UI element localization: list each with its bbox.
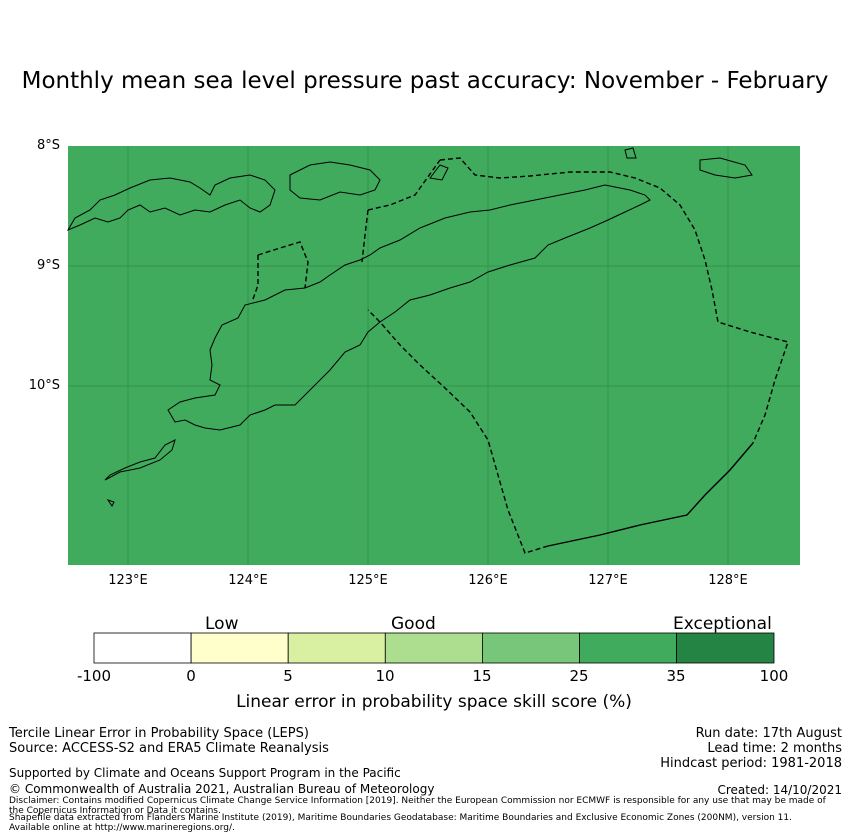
map-area [68,146,800,565]
lon-label-128e: 128°E [708,573,748,588]
disclaimer-line-2: the Copernicus Information or Data it co… [9,806,221,816]
category-low: Low [205,614,239,634]
source-text: Source: ACCESS-S2 and ERA5 Climate Reana… [9,741,329,756]
support-text: Supported by Climate and Oceans Support … [9,766,401,780]
small-island-a [624,147,637,159]
southwest-islands [104,439,176,481]
tick-label: 10 [375,667,395,685]
coastlines [66,147,753,507]
chart-title: Monthly mean sea level pressure past acc… [21,68,829,94]
tick-label: 25 [569,667,589,685]
lat-label-8s: 8°S [36,138,60,153]
category-good: Good [391,614,436,634]
shapefile-line-1: Shapefile data extracted from Flanders M… [9,813,792,823]
lon-label-127e: 127°E [588,573,628,588]
colorbar-segment-6 [676,632,775,664]
eez-boundary [251,157,789,554]
lat-label-9s: 9°S [36,258,60,273]
disclaimer-line-1: Disclaimer: Contains modified Copernicus… [9,796,826,806]
north-islands [66,174,276,232]
lat-label-10s: 10°S [28,378,60,393]
timor-island [167,184,651,431]
colorbar-segment-0 [93,632,192,664]
colorbar-segment-2 [287,632,386,664]
lon-label-124e: 124°E [228,573,268,588]
colorbar-segment-4 [481,632,580,664]
tick-label: 15 [472,667,492,685]
tick-label: 35 [666,667,686,685]
copyright-text: © Commonwealth of Australia 2021, Austra… [9,782,435,796]
run-date-text: Run date: 17th August [695,726,842,741]
colorbar-label: Linear error in probability space skill … [236,692,632,712]
gridlines [68,146,800,565]
small-island-b [429,164,449,181]
category-exceptional: Exceptional [673,614,772,634]
hindcast-text: Hindcast period: 1981-2018 [660,756,842,771]
tick-label: 5 [283,667,293,685]
method-text: Tercile Linear Error in Probability Spac… [9,726,309,741]
shapefile-line-2: Available online at http://www.marinereg… [9,823,235,833]
tick-label: -100 [76,667,112,685]
north-islands-2 [289,161,381,201]
colorbar-segment-3 [384,632,483,664]
tick-label: 0 [186,667,196,685]
tick-label: 100 [759,667,789,685]
colorbar-segment-1 [190,632,289,664]
lon-label-125e: 125°E [348,573,388,588]
wetar-island [699,157,753,179]
colorbar [93,632,775,664]
lon-label-123e: 123°E [108,573,148,588]
small-island-c [106,499,115,507]
lon-label-126e: 126°E [468,573,508,588]
created-text: Created: 14/10/2021 [717,783,842,797]
lead-time-text: Lead time: 2 months [707,741,842,756]
colorbar-segment-5 [579,632,677,664]
